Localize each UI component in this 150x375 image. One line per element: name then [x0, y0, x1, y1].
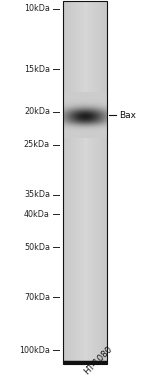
- Text: 50kDa: 50kDa: [24, 243, 50, 252]
- Text: 10kDa: 10kDa: [24, 4, 50, 13]
- Text: 25kDa: 25kDa: [24, 140, 50, 149]
- Text: 70kDa: 70kDa: [24, 293, 50, 302]
- Text: Bax: Bax: [119, 111, 136, 120]
- Text: 20kDa: 20kDa: [24, 107, 50, 116]
- Text: HT-1080: HT-1080: [82, 344, 114, 375]
- Text: 15kDa: 15kDa: [24, 64, 50, 74]
- Bar: [63, 2, 107, 364]
- Text: 100kDa: 100kDa: [19, 346, 50, 355]
- Text: 40kDa: 40kDa: [24, 210, 50, 219]
- Text: 35kDa: 35kDa: [24, 190, 50, 199]
